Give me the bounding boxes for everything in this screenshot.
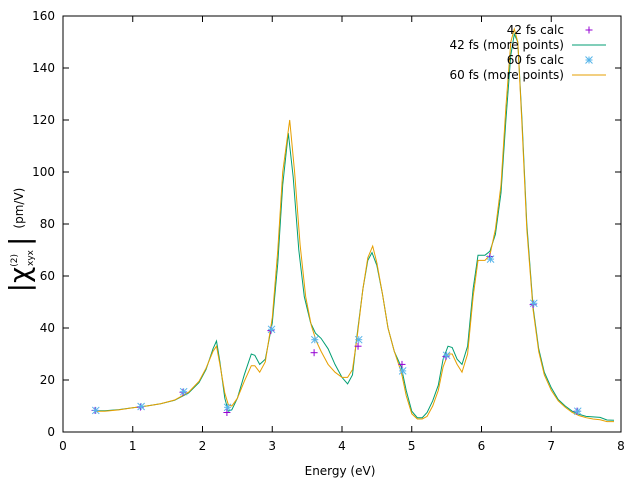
x-tick-label: 2 <box>199 439 207 453</box>
data-point <box>354 342 362 350</box>
x-tick-label: 0 <box>59 439 67 453</box>
data-point <box>267 325 276 334</box>
legend-swatch <box>585 26 593 34</box>
y-tick-label: 60 <box>40 269 55 283</box>
x-axis: 0 1 2 3 4 5 6 7 8 <box>59 16 625 453</box>
series-points-0 <box>91 253 581 416</box>
legend-label: 60 fs (more points) <box>450 68 565 82</box>
y-axis-title-subscript: xyx <box>26 249 36 266</box>
y-axis-title: |χ(2) xyx | (pm/V) <box>3 188 36 293</box>
y-axis-title-close: | <box>3 237 36 246</box>
y-tick-label: 20 <box>40 373 55 387</box>
data-point <box>398 367 407 375</box>
data-point <box>223 403 232 412</box>
data-point <box>573 407 582 416</box>
x-tick-label: 4 <box>338 439 346 453</box>
y-tick-label: 160 <box>32 9 55 23</box>
legend-swatch <box>585 56 593 64</box>
y-axis-title-main: |χ <box>3 267 36 293</box>
series-line-3 <box>94 27 614 423</box>
data-point <box>354 335 363 344</box>
x-tick-label: 7 <box>547 439 555 453</box>
data-point <box>398 360 406 368</box>
data-point <box>486 255 495 263</box>
y-axis-title-unit: (pm/V) <box>12 188 26 229</box>
x-axis-title: Energy (eV) <box>305 464 376 478</box>
y-tick-label: 140 <box>32 61 55 75</box>
legend-label: 42 fs calc <box>507 23 564 37</box>
series-points-2 <box>91 255 582 416</box>
x-tick-label: 1 <box>129 439 137 453</box>
x-tick-label: 8 <box>617 439 625 453</box>
legend-label: 60 fs calc <box>507 53 564 67</box>
x-tick-label: 3 <box>268 439 276 453</box>
data-point <box>137 402 145 411</box>
legend-label: 42 fs (more points) <box>450 38 565 52</box>
data-point <box>442 351 451 360</box>
y-tick-label: 80 <box>40 217 55 231</box>
y-axis-title-superscript: (2) <box>10 254 20 267</box>
y-tick-label: 0 <box>47 425 55 439</box>
data-point <box>91 406 100 415</box>
series-line-1 <box>94 32 615 421</box>
y-tick-label: 120 <box>32 113 55 127</box>
x-tick-label: 5 <box>408 439 416 453</box>
data-point <box>223 409 231 416</box>
svg-text:|χ(2)xyx|(pm/V): |χ(2) xyx | (pm/V) <box>3 188 36 293</box>
y-tick-label: 100 <box>32 165 55 179</box>
data-point <box>310 335 319 344</box>
data-point <box>179 387 188 396</box>
data-layer <box>91 27 615 423</box>
y-axis: 0 20 40 60 80 100 120 140 160 <box>32 9 621 439</box>
data-point <box>529 299 538 308</box>
y-tick-label: 40 <box>40 321 55 335</box>
data-point <box>310 349 318 357</box>
x-tick-label: 6 <box>478 439 486 453</box>
